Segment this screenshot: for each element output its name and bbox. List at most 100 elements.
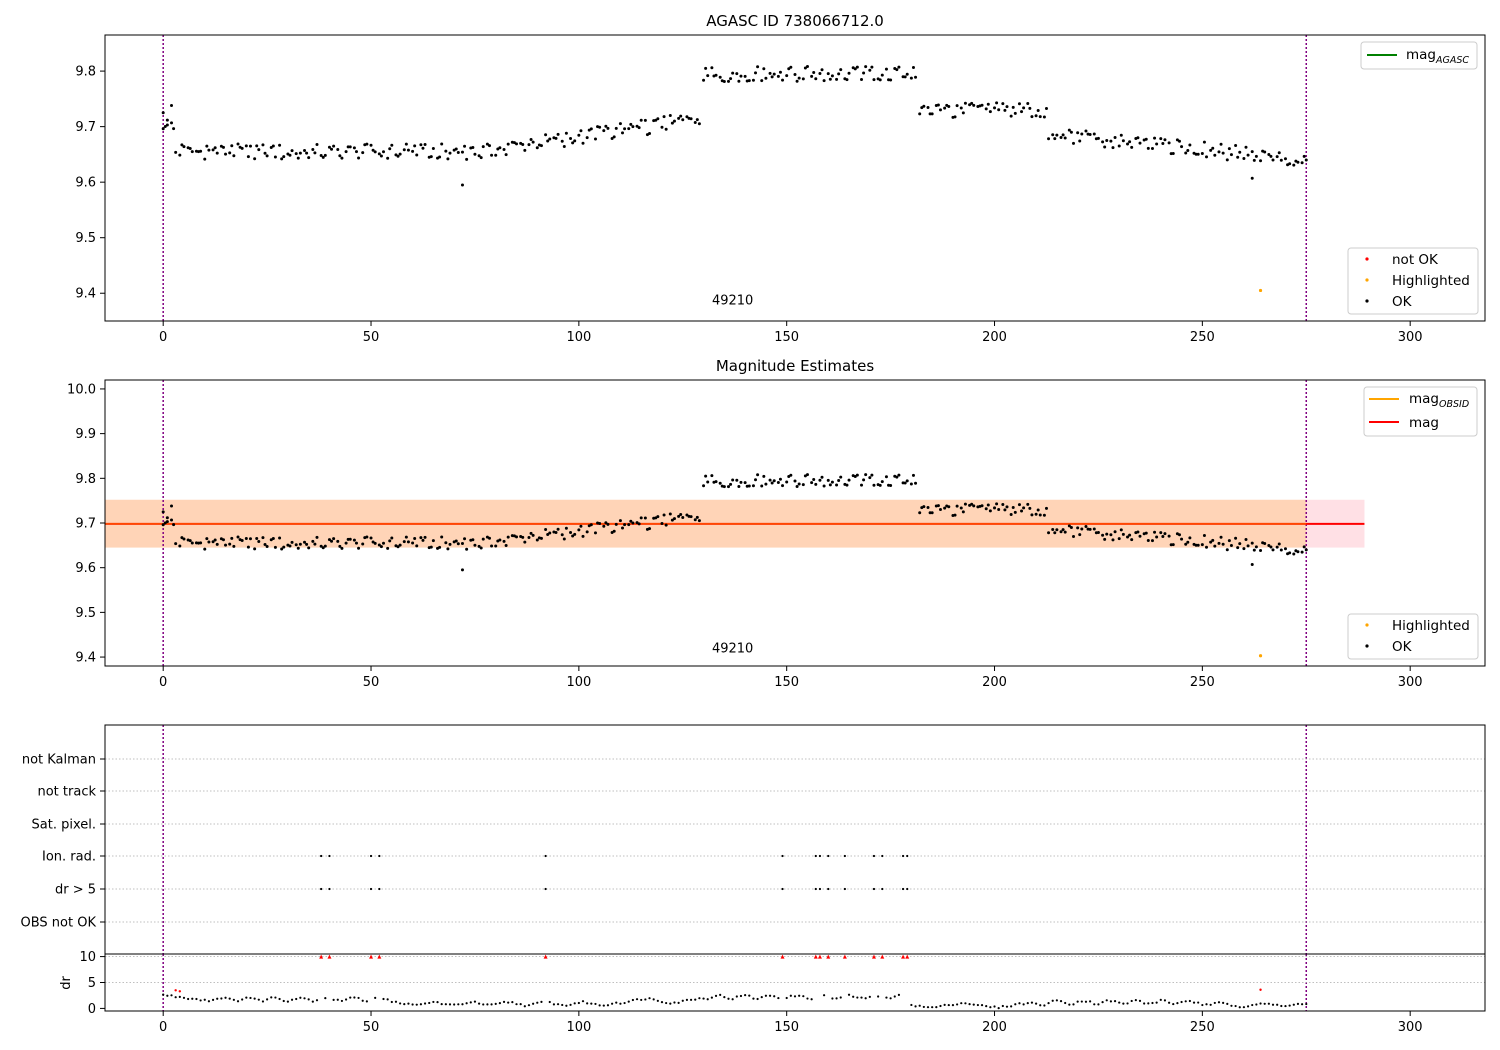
dr-point [274,996,277,999]
data-point [402,540,406,544]
dr-point [166,994,169,997]
data-point [1063,530,1067,534]
data-point [747,484,751,488]
data-point [253,157,257,161]
data-point [1038,513,1042,517]
dr-point [706,998,709,1001]
dr-point [511,1000,514,1004]
data-point [787,67,791,71]
data-point [697,122,701,126]
dr-point [619,1002,622,1005]
data-point [1017,102,1021,106]
data-point [280,157,284,161]
dr-point [831,997,834,1000]
panel1-legend-top: magAGASC [1360,41,1478,70]
data-point [726,79,730,83]
data-point [884,67,888,71]
dr-point [1026,1002,1029,1005]
data-point [523,540,527,544]
dr-point [976,1003,979,1007]
data-point [494,153,498,157]
data-point [298,151,302,155]
data-point [602,129,606,133]
data-point [606,522,610,526]
data-point [479,546,483,550]
dr-point [1143,1002,1146,1005]
dr-marks [105,954,1485,1011]
data-point [905,479,909,483]
data-point [207,148,211,152]
dr-capped-marker [817,954,822,959]
data-point [224,152,228,156]
dr-point [810,998,813,1001]
data-point [1076,526,1080,530]
data-point [165,520,169,524]
data-point [327,145,331,149]
data-point [1080,527,1084,531]
data-point [1269,154,1273,158]
data-point [963,502,967,506]
data-point [860,78,864,82]
data-point [515,535,519,539]
data-point [1005,105,1009,109]
data-point [995,502,999,506]
data-point [751,484,755,488]
data-point [161,111,165,115]
data-point [1013,510,1017,514]
data-point [1003,108,1007,112]
dr-point [598,1004,601,1007]
x-tick-label: 0 [159,675,167,690]
data-point [211,540,215,544]
data-point [1028,106,1032,110]
data-point [1144,137,1148,141]
dr-point [440,1003,443,1006]
data-point [704,474,708,478]
data-point [190,541,194,545]
dr-point [207,1000,211,1003]
dr-point [1151,1001,1154,1005]
dr-point [889,997,892,1000]
data-point [398,543,402,547]
data-point [1219,142,1223,146]
data-point [1254,545,1258,549]
data-point [593,531,597,535]
data-point [762,474,766,478]
data-point [1250,176,1254,180]
data-point [1028,506,1032,510]
data-point [180,143,184,147]
data-point [845,483,849,487]
dr-point [860,996,863,999]
data-point [1047,137,1051,141]
dr-point [386,998,389,1001]
y-tick-label: 0 [88,1002,96,1017]
dr-point [877,995,880,998]
dr-point [1084,1000,1088,1003]
data-point [365,142,369,146]
dr-point [1213,1001,1216,1005]
data-point [1205,545,1209,549]
data-point [695,118,699,122]
data-point [244,537,248,541]
data-point [278,536,282,540]
panel1-title: AGASC ID 738066712.0 [706,12,884,30]
dr-point [980,1004,984,1007]
data-point [1296,160,1300,164]
data-point [737,79,741,83]
data-point [373,150,377,154]
data-point [689,117,693,121]
panel2-obsid-annotation: 49210 [712,642,753,657]
data-point [388,539,392,543]
data-point [754,71,758,75]
dr-point [1276,1003,1279,1006]
data-point [938,108,942,112]
dr-point [793,995,797,998]
flag-point [378,854,381,858]
data-point [523,148,527,152]
data-point [494,544,498,548]
dr-point [1159,998,1162,1001]
data-point [1202,140,1206,144]
data-point [232,544,236,548]
data-point [571,141,575,145]
data-point [413,144,417,148]
dr-point [278,997,281,1001]
